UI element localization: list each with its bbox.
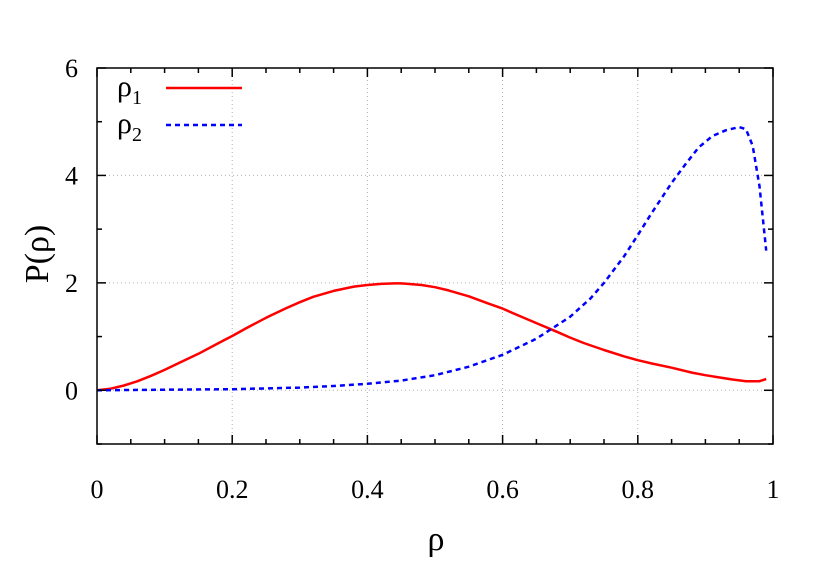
series-lines bbox=[96, 125, 768, 392]
series-line-2 bbox=[96, 125, 768, 392]
y-tick-label: 4 bbox=[65, 161, 78, 190]
legend-name: ρ bbox=[117, 70, 132, 103]
y-tick-label: 0 bbox=[65, 376, 78, 405]
plot-frame bbox=[96, 67, 774, 445]
x-tick-label: 0 bbox=[91, 475, 104, 504]
y-tick-label: 2 bbox=[65, 269, 78, 298]
x-tick-label: 1 bbox=[767, 475, 780, 504]
y-tick-label: 6 bbox=[65, 54, 78, 83]
x-tick-label: 0.6 bbox=[486, 475, 519, 504]
x-tick-label: 0.8 bbox=[622, 475, 655, 504]
legend-subscript: 1 bbox=[132, 87, 142, 109]
x-tick-label: 0.2 bbox=[216, 475, 249, 504]
grid-lines bbox=[97, 68, 773, 444]
x-tick-labels: 0 0.2 0.4 0.6 0.8 1 bbox=[91, 475, 780, 504]
y-tick-labels: 0 2 4 6 bbox=[65, 54, 78, 405]
y-axis-title: P(ρ) bbox=[19, 225, 56, 284]
series-line-1 bbox=[96, 282, 767, 392]
legend-label-2: ρ2 bbox=[117, 107, 142, 146]
axis-ticks bbox=[96, 67, 774, 445]
legend-subscript: 2 bbox=[132, 124, 142, 146]
legend-name: ρ bbox=[117, 107, 132, 140]
x-axis-title: ρ bbox=[428, 521, 445, 558]
x-tick-label: 0.4 bbox=[351, 475, 384, 504]
legend-label-1: ρ1 bbox=[117, 70, 142, 109]
